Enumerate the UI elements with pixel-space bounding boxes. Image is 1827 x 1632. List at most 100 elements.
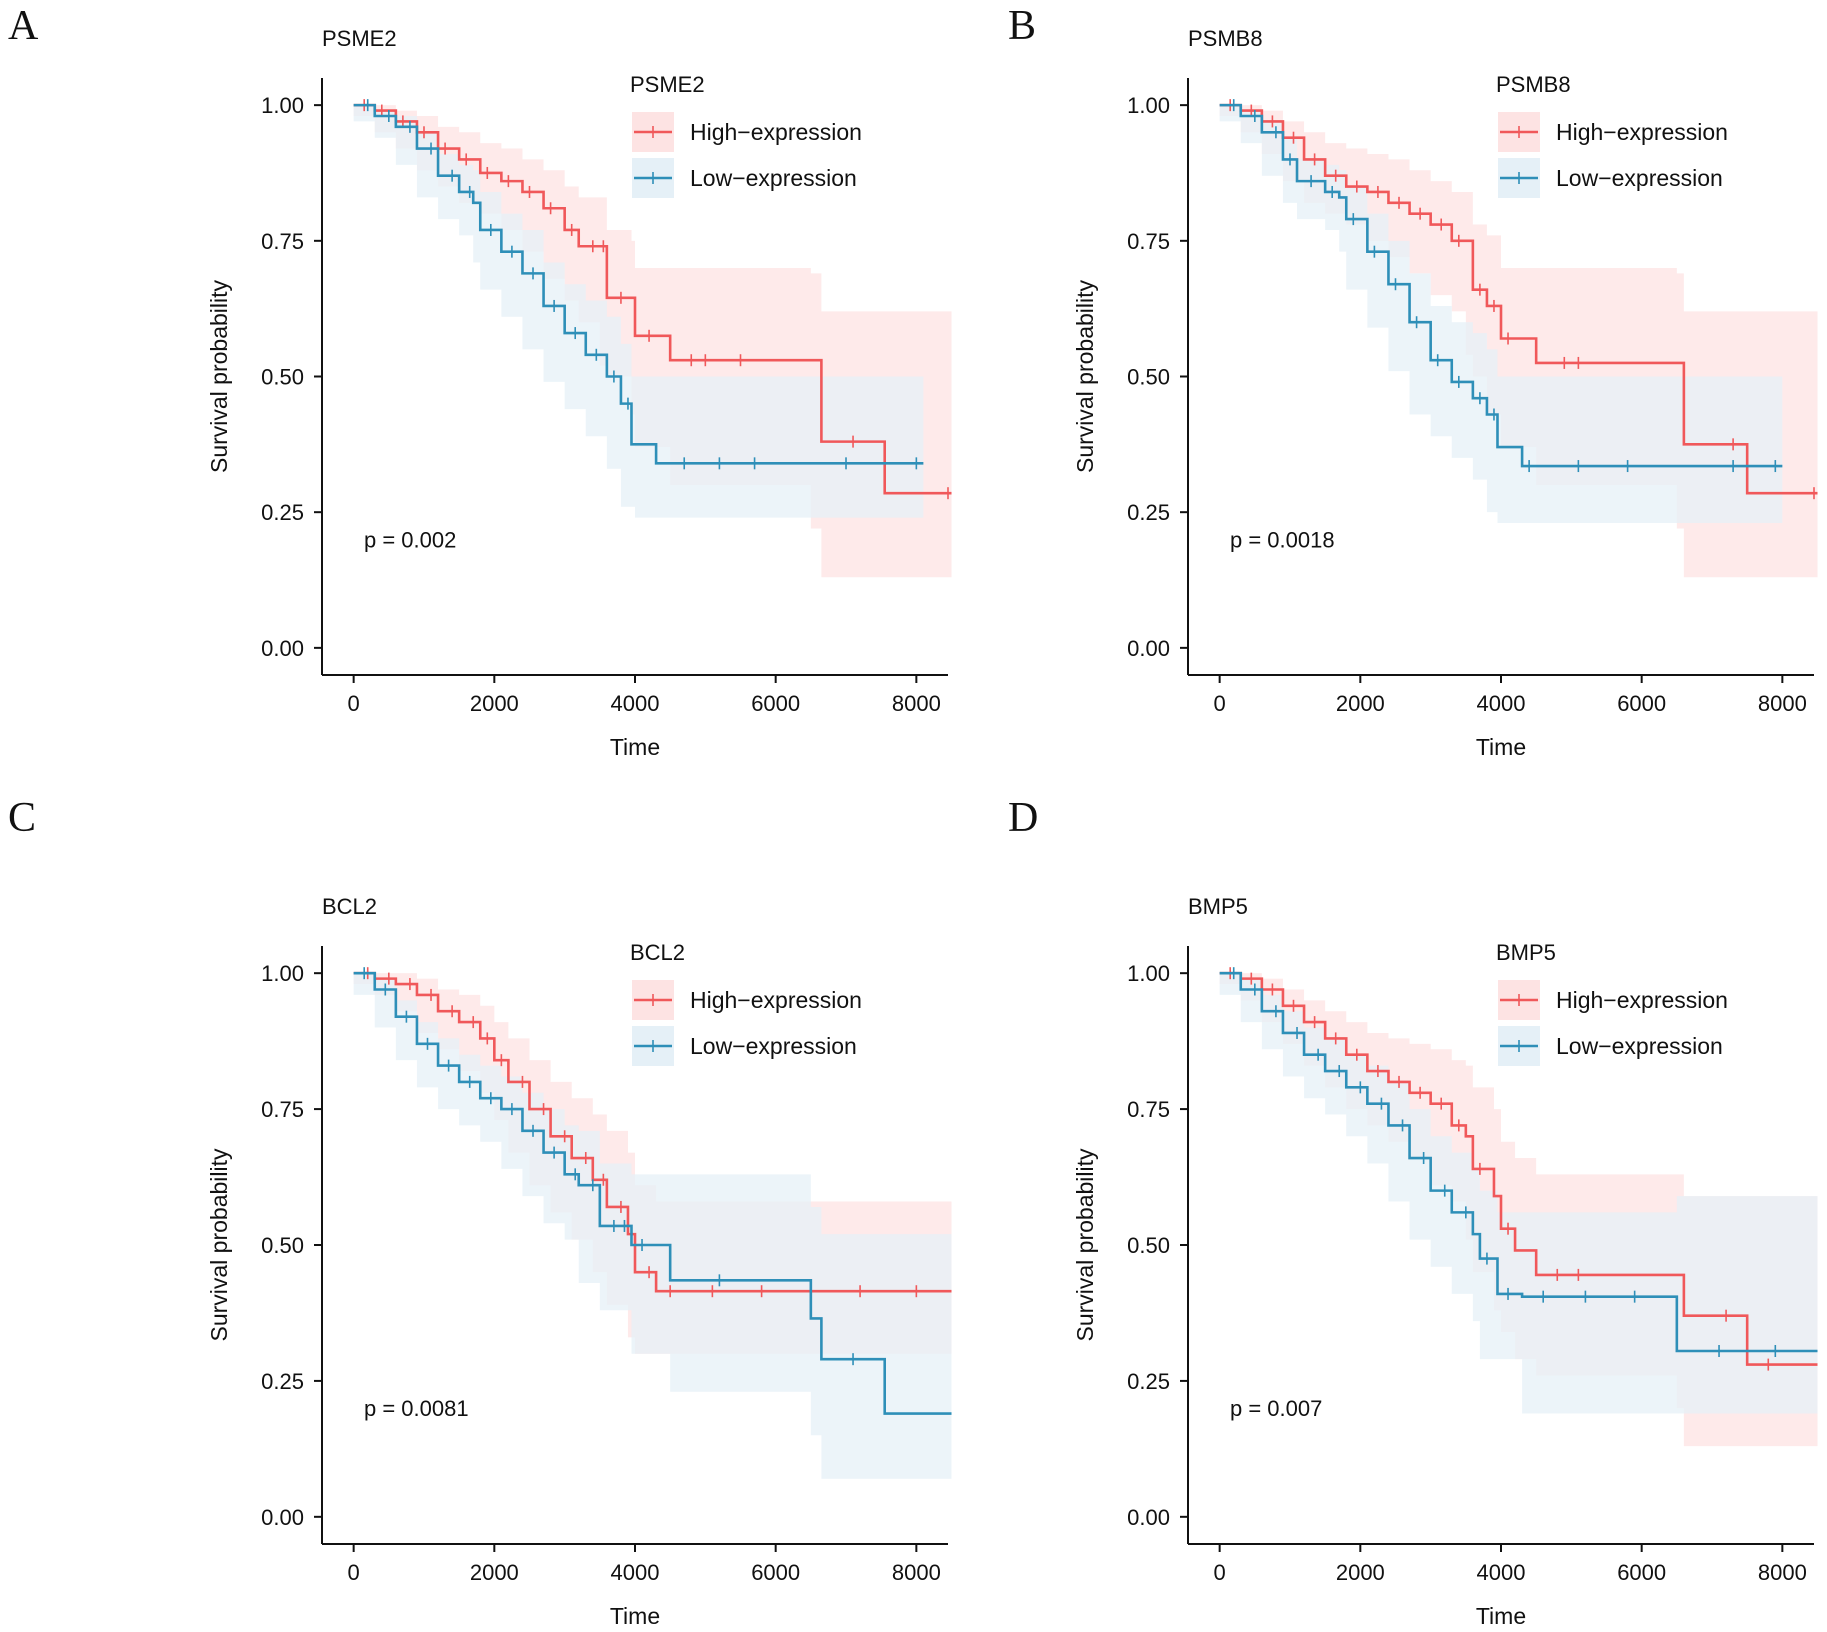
x-tick-label: 2000 bbox=[470, 691, 519, 716]
survival-line-high bbox=[353, 103, 952, 495]
survival-line-low bbox=[353, 971, 952, 1415]
panel-letter-a: A bbox=[8, 3, 39, 49]
y-tick-label: 0.25 bbox=[261, 1369, 304, 1394]
km-panel-psme2: PSME2 0.00 0.25 0.50 0.75 1.00 0 2000 4000 6000 80… bbox=[206, 26, 952, 760]
y-axis-label: Survival probability bbox=[206, 279, 232, 473]
survival-line-high bbox=[1219, 971, 1818, 1366]
km-panel-bcl2: BCL2 0.00 0.25 0.50 0.75 1.00 0 2000 4000 6000 800… bbox=[206, 894, 952, 1629]
legend-label-high: High−expression bbox=[690, 987, 862, 1013]
x-tick-label: 0 bbox=[348, 1560, 360, 1585]
ci-band-high bbox=[1219, 973, 1818, 1447]
x-tick-label: 0 bbox=[1214, 691, 1226, 716]
survival-line-high bbox=[1219, 103, 1818, 495]
km-panel-psmb8: PSMB8 0.00 0.25 0.50 0.75 1.00 0 2000 4000 6000 80… bbox=[1072, 26, 1818, 760]
survival-line-high bbox=[353, 971, 952, 1293]
legend-label-low: Low−expression bbox=[1556, 1033, 1723, 1059]
y-tick-label: 0.75 bbox=[1127, 229, 1170, 254]
x-tick-label: 8000 bbox=[892, 1560, 941, 1585]
legend-key-bg-low bbox=[632, 158, 674, 198]
y-tick-label: 0.00 bbox=[1127, 636, 1170, 661]
legend-key-bg-high bbox=[1498, 112, 1540, 152]
y-tick-label: 0.50 bbox=[261, 365, 304, 390]
ci-band-high bbox=[1219, 105, 1818, 578]
y-tick-label: 0.75 bbox=[261, 1097, 304, 1122]
legend-label-low: Low−expression bbox=[690, 165, 857, 191]
y-tick-label: 1.00 bbox=[261, 93, 304, 118]
x-tick-label: 6000 bbox=[1617, 691, 1666, 716]
legend-label-high: High−expression bbox=[1556, 119, 1728, 145]
y-tick-label: 0.75 bbox=[261, 229, 304, 254]
p-value: p = 0.007 bbox=[1230, 1396, 1322, 1421]
y-tick-label: 0.50 bbox=[1127, 1233, 1170, 1258]
ci-band-high bbox=[353, 105, 952, 578]
ci-band-low bbox=[1219, 105, 1783, 524]
legend-label-low: Low−expression bbox=[690, 1033, 857, 1059]
legend-key-bg-low bbox=[1498, 158, 1540, 198]
legend-title: PSMB8 bbox=[1496, 72, 1571, 97]
x-tick-label: 2000 bbox=[1336, 691, 1385, 716]
x-tick-label: 2000 bbox=[1336, 1560, 1385, 1585]
y-tick-label: 1.00 bbox=[1127, 93, 1170, 118]
survival-line-low bbox=[353, 103, 924, 465]
legend-label-low: Low−expression bbox=[1556, 165, 1723, 191]
panel-title: PSMB8 bbox=[1188, 26, 1263, 51]
y-tick-label: 0.50 bbox=[1127, 365, 1170, 390]
x-axis-label: Time bbox=[610, 1603, 660, 1629]
legend-key-bg-high bbox=[632, 980, 674, 1020]
x-axis-label: Time bbox=[1476, 1603, 1526, 1629]
x-tick-label: 8000 bbox=[892, 691, 941, 716]
x-axis-label: Time bbox=[610, 734, 660, 760]
ci-band-low bbox=[353, 973, 952, 1479]
y-tick-label: 0.25 bbox=[261, 500, 304, 525]
y-tick-label: 0.00 bbox=[1127, 1505, 1170, 1530]
survival-line-low bbox=[1219, 103, 1783, 468]
x-tick-label: 6000 bbox=[1617, 1560, 1666, 1585]
x-tick-label: 4000 bbox=[1477, 1560, 1526, 1585]
x-tick-label: 8000 bbox=[1758, 1560, 1807, 1585]
y-tick-label: 0.50 bbox=[261, 1233, 304, 1258]
y-tick-label: 0.00 bbox=[261, 636, 304, 661]
panel-letter-d: D bbox=[1008, 795, 1039, 841]
legend-title: PSME2 bbox=[630, 72, 705, 97]
y-axis-label: Survival probability bbox=[1072, 1148, 1098, 1342]
ci-band-low bbox=[353, 105, 924, 518]
y-tick-label: 0.25 bbox=[1127, 1369, 1170, 1394]
legend-key-bg-low bbox=[1498, 1026, 1540, 1066]
y-axis-label: Survival probability bbox=[206, 1148, 232, 1342]
x-tick-label: 6000 bbox=[751, 691, 800, 716]
x-tick-label: 0 bbox=[348, 691, 360, 716]
x-tick-label: 0 bbox=[1214, 1560, 1226, 1585]
x-axis-label: Time bbox=[1476, 734, 1526, 760]
y-tick-label: 1.00 bbox=[1127, 961, 1170, 986]
y-tick-label: 0.25 bbox=[1127, 500, 1170, 525]
x-tick-label: 4000 bbox=[611, 691, 660, 716]
legend-title: BMP5 bbox=[1496, 940, 1556, 965]
y-tick-label: 0.00 bbox=[261, 1505, 304, 1530]
legend-key-bg-high bbox=[1498, 980, 1540, 1020]
survival-line-low bbox=[1219, 971, 1818, 1353]
p-value: p = 0.0018 bbox=[1230, 527, 1335, 552]
panel-letter-c: C bbox=[8, 795, 37, 841]
legend-label-high: High−expression bbox=[690, 119, 862, 145]
legend-title: BCL2 bbox=[630, 940, 685, 965]
y-tick-label: 1.00 bbox=[261, 961, 304, 986]
ci-band-low bbox=[1219, 973, 1818, 1414]
ci-band-high bbox=[353, 973, 952, 1354]
x-tick-label: 8000 bbox=[1758, 691, 1807, 716]
p-value: p = 0.002 bbox=[364, 527, 456, 552]
km-panel-bmp5: BMP5 0.00 0.25 0.50 0.75 1.00 0 2000 4000 6000 800… bbox=[1072, 894, 1818, 1629]
y-tick-label: 0.75 bbox=[1127, 1097, 1170, 1122]
x-tick-label: 4000 bbox=[1477, 691, 1526, 716]
panel-letter-b: B bbox=[1008, 3, 1037, 49]
panel-title: PSME2 bbox=[322, 26, 397, 51]
p-value: p = 0.0081 bbox=[364, 1396, 469, 1421]
panel-title: BMP5 bbox=[1188, 894, 1248, 919]
y-axis-label: Survival probability bbox=[1072, 279, 1098, 473]
x-tick-label: 2000 bbox=[470, 1560, 519, 1585]
panel-title: BCL2 bbox=[322, 894, 377, 919]
legend-label-high: High−expression bbox=[1556, 987, 1728, 1013]
legend-key-bg-low bbox=[632, 1026, 674, 1066]
x-tick-label: 6000 bbox=[751, 1560, 800, 1585]
